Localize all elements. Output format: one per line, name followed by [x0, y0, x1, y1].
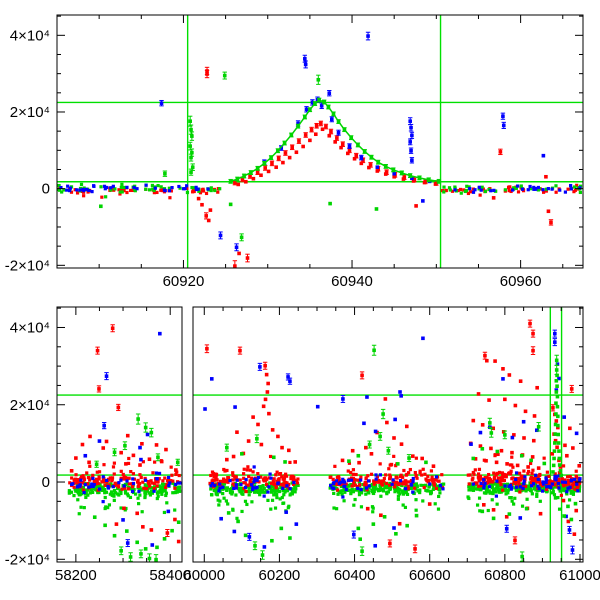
y-axis-tick-label: 2×10⁴ [10, 397, 50, 414]
y-axis-tick-label: 4×10⁴ [10, 319, 50, 336]
top-red-series-points [196, 66, 554, 268]
top-axis-ticks [57, 15, 583, 268]
bottom-panel-plot-area [57, 307, 583, 562]
event-model-curve [230, 99, 439, 183]
y-axis-tick-label: 0 [42, 181, 50, 198]
top-green-series-points [99, 71, 442, 242]
x-axis-tick-label: 58200 [55, 567, 97, 584]
top-axes-frame [56, 14, 584, 269]
y-axis-tick-label: -2×10⁴ [5, 551, 50, 568]
bottom-green-series-points [92, 344, 578, 562]
bottom-axis-ticks [57, 307, 583, 562]
top-blue-series-points [159, 31, 546, 252]
bottom-noise-points [67, 452, 582, 520]
y-axis-tick-label: 2×10⁴ [10, 104, 50, 121]
x-axis-tick-label: 60600 [409, 567, 451, 584]
x-axis-tick-label: 60200 [259, 567, 301, 584]
top-panel-plot-area [57, 15, 583, 268]
top-guide-lines [57, 15, 583, 268]
bottom-guide-lines [57, 307, 583, 562]
top-noise-points [57, 182, 583, 200]
x-axis-tick-label: 58400 [149, 567, 191, 584]
bottom-red-series-points [69, 319, 582, 554]
x-axis-tick-label: 60920 [163, 273, 205, 290]
bottom-axes-frame [56, 306, 584, 563]
x-axis-tick-label: 60800 [484, 567, 526, 584]
x-axis-tick-label: 60400 [334, 567, 376, 584]
y-axis-tick-label: -2×10⁴ [5, 257, 50, 274]
y-axis-tick-label: 0 [42, 474, 50, 491]
x-axis-tick-label: 60940 [331, 273, 373, 290]
x-axis-tick-label: 60000 [183, 567, 225, 584]
x-axis-tick-label: 60960 [500, 273, 542, 290]
y-axis-tick-label: 4×10⁴ [10, 27, 50, 44]
top-axis-tick-labels: 60920 60940 60960 -2×10⁴ 0 2×10⁴ 4×10⁴ [5, 27, 542, 290]
bottom-blue-series-points [83, 329, 579, 555]
x-axis-tick-label: 61000 [559, 567, 600, 584]
